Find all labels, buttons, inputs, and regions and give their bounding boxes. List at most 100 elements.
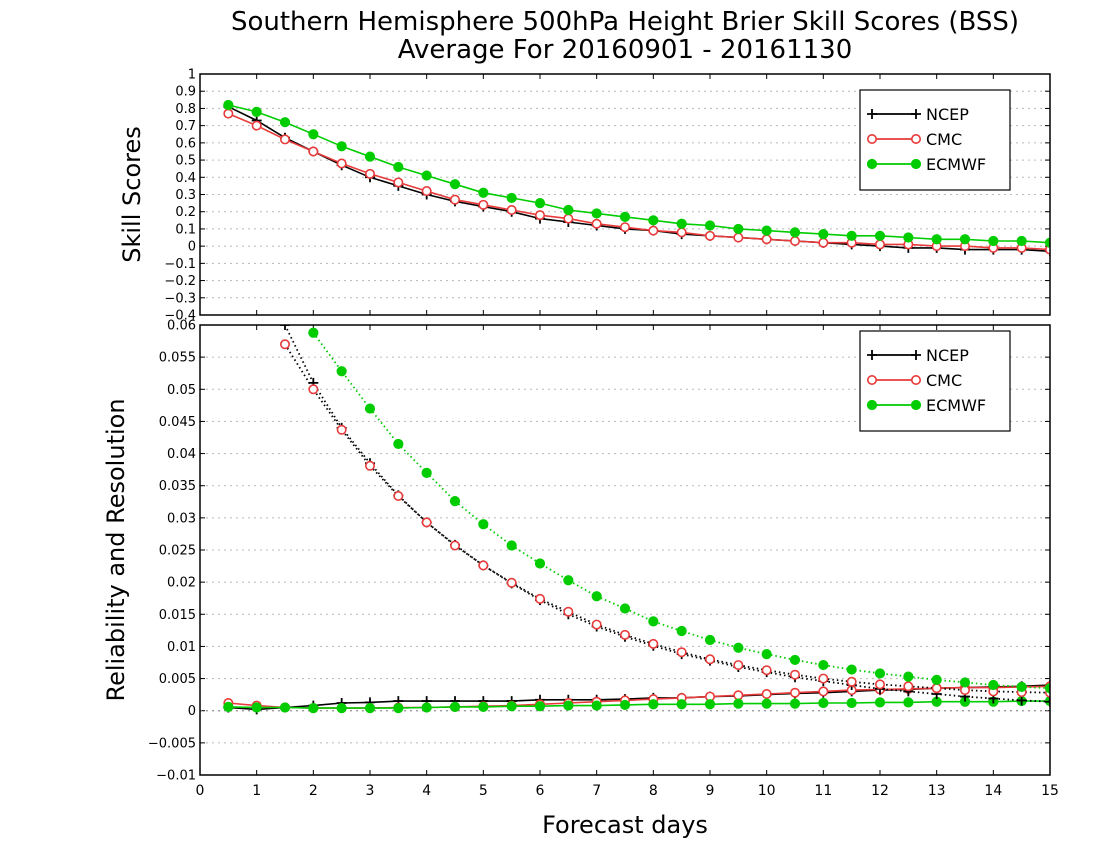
data-point-ecmwf <box>988 235 999 247</box>
data-point-ecmwf <box>308 129 319 140</box>
data-point-ecmwf <box>648 215 659 226</box>
chart-title-line2: Average For 20160901 - 20161130 <box>398 35 853 65</box>
y-tick-label: 0.5 <box>175 154 196 169</box>
data-point-cmc <box>421 186 432 197</box>
x-tick-label: 12 <box>871 783 889 799</box>
data-point-cmc <box>676 647 687 658</box>
data-point-cmc <box>449 540 460 551</box>
y-tick-label: 0.4 <box>175 171 196 186</box>
x-axis-label: Forecast days <box>542 811 708 839</box>
data-point-ecmwf <box>676 625 687 637</box>
data-point-ecmwf <box>534 558 546 569</box>
data-point-cmc <box>704 654 715 665</box>
data-point-ecmwf <box>931 674 942 685</box>
data-point-ecmwf <box>393 703 404 714</box>
data-point-ecmwf <box>1016 235 1027 247</box>
y-tick-label: 0.05 <box>167 383 196 398</box>
data-point-cmc <box>733 232 744 243</box>
data-point-ecmwf <box>279 117 291 128</box>
data-point-cmc <box>761 665 772 676</box>
y-tick-label: 0.01 <box>167 640 196 655</box>
y-tick-label: 0 <box>188 240 196 255</box>
data-point-ecmwf <box>874 697 886 708</box>
x-tick-label: 9 <box>706 783 715 799</box>
data-point-cmc <box>393 490 404 501</box>
x-tick-label: 8 <box>649 783 658 799</box>
data-point-ecmwf <box>931 234 942 245</box>
plot-frame <box>199 73 1051 316</box>
y-tick-label: −0.4 <box>164 309 196 324</box>
data-point-cmc <box>733 660 744 671</box>
data-point-ecmwf <box>761 225 772 236</box>
x-tick-label: 7 <box>592 783 601 799</box>
data-point-ecmwf <box>619 603 631 614</box>
legend: NCEP CMC ECMWF <box>859 89 1011 191</box>
data-point-ecmwf <box>506 701 517 712</box>
data-point-cmc <box>818 686 829 697</box>
data-point-ecmwf <box>874 668 886 679</box>
data-point-ecmwf <box>364 151 376 162</box>
data-point-ecmwf <box>818 659 829 671</box>
data-point-ecmwf <box>563 204 574 216</box>
legend-marker-cmc <box>910 134 921 145</box>
data-point-ecmwf <box>393 438 404 450</box>
data-point-cmc <box>506 577 517 588</box>
x-tick-label: 15 <box>1041 783 1059 799</box>
y-tick-label: 0.045 <box>159 415 196 430</box>
data-point-ecmwf <box>676 218 687 229</box>
y-tick-label: −0.005 <box>148 736 196 751</box>
x-tick-label: 11 <box>814 783 832 799</box>
data-point-ecmwf <box>903 232 914 243</box>
data-point-ecmwf <box>846 697 857 709</box>
chart-title-line1: Southern Hemisphere 500hPa Height Brier … <box>231 7 1019 37</box>
data-point-cmc <box>648 225 659 236</box>
data-point-ecmwf <box>251 106 262 117</box>
data-point-ecmwf <box>279 702 291 713</box>
data-point-ecmwf <box>336 366 347 377</box>
y-tick-label: 0.8 <box>175 102 196 117</box>
data-point-ecmwf <box>534 701 546 712</box>
data-point-cmc <box>591 218 602 229</box>
legend-marker-cmc <box>910 374 921 385</box>
y-tick-label: −0.2 <box>164 274 196 289</box>
data-point-ecmwf <box>449 496 461 507</box>
data-point-cmc <box>789 687 800 698</box>
y-tick-label: 0.7 <box>175 119 196 134</box>
legend-label-ncep: NCEP <box>926 105 969 124</box>
data-point-ecmwf <box>733 223 744 235</box>
data-point-ecmwf <box>959 677 971 688</box>
x-tick-label: 0 <box>196 783 205 799</box>
legend-marker-ncep <box>867 350 877 360</box>
data-point-ecmwf <box>733 642 744 653</box>
series-line-ecmwf-resolution <box>312 332 1050 690</box>
data-point-cmc <box>761 234 772 245</box>
data-point-ecmwf <box>1044 683 1050 694</box>
data-point-ecmwf <box>619 211 631 222</box>
data-point-cmc <box>591 619 602 630</box>
data-point-ecmwf <box>648 699 659 710</box>
x-tick-label: 4 <box>422 783 431 799</box>
data-point-cmc <box>733 690 744 701</box>
data-point-ecmwf <box>478 701 489 712</box>
y-axis-label: Skill Scores <box>118 126 146 263</box>
data-point-cmc <box>449 194 460 205</box>
data-point-cmc <box>676 227 687 238</box>
reliability-resolution-panel: −0.01 −0.005 0 0.005 0.01 0.015 0.02 0.025 0.03 0… <box>102 319 1059 800</box>
legend-marker-ecmwf <box>866 158 878 170</box>
x-tick-label: 3 <box>366 783 375 799</box>
data-point-cmc <box>619 629 630 640</box>
data-point-ecmwf <box>223 701 234 712</box>
data-point-ecmwf <box>364 703 376 714</box>
y-tick-label: 0.04 <box>167 447 196 462</box>
data-point-cmc <box>648 638 659 649</box>
data-point-ncep <box>1045 696 1050 707</box>
data-point-cmc <box>761 688 772 699</box>
skill-scores-panel: −0.4 −0.3 −0.2 −0.1 0 0.1 0.2 0.3 0.4 0.5 0.6 0.7 0.… <box>118 68 1051 324</box>
y-axis-label: Reliability and Resolution <box>102 398 130 701</box>
data-point-cmc <box>336 424 347 435</box>
data-point-cmc <box>704 230 715 241</box>
data-point-cmc <box>789 669 800 680</box>
plot-frame <box>199 324 1051 776</box>
data-point-cmc <box>563 213 574 224</box>
data-point-ecmwf <box>903 671 914 682</box>
